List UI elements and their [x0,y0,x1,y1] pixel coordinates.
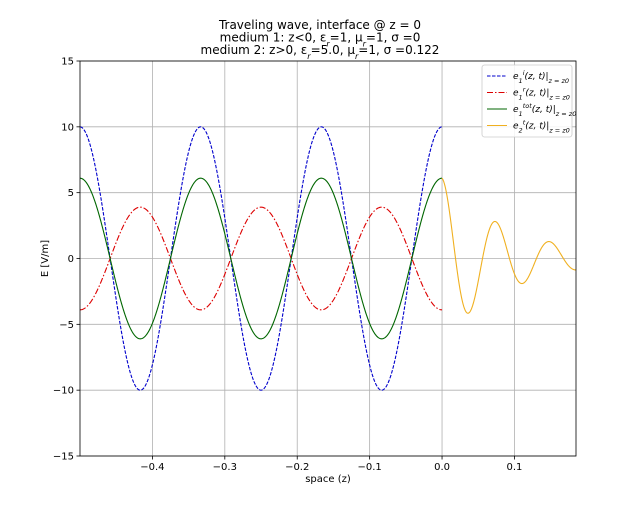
y-axis-ticks: −15 −10 −5 0 5 10 15 [53,57,80,463]
legend-entry: e1i(z, t)|z = z0 [513,69,569,85]
y-axis-label: E [V/m] [40,240,51,277]
chart-title-line: medium 1: z<0, εr=1, μr=1, σ =0 [220,31,421,49]
series-line-2 [79,177,443,340]
x-axis-ticks: −0.4 −0.3 −0.2 −0.1 0.0 0.1 [140,456,522,473]
chart-title: Traveling wave, interface @ z = 0medium … [201,18,440,61]
series-line-3 [441,177,576,314]
y-tick-label: −15 [53,452,74,463]
y-tick-label: 5 [68,188,74,199]
legend-entry: e1r(z, t)|z = z0 [513,86,570,102]
x-tick-label: −0.1 [357,462,381,473]
series-line-1 [79,206,443,311]
y-tick-label: −5 [59,320,74,331]
y-tick-label: −10 [53,386,74,397]
legend-entry: e2t(z, t)|z = z0 [513,119,570,135]
x-tick-label: 0.0 [434,462,450,473]
legend-box [481,64,573,138]
x-tick-label: 0.1 [506,462,522,473]
x-tick-label: −0.3 [213,462,237,473]
series-line-0 [79,126,443,391]
y-tick-label: 10 [61,122,74,133]
x-tick-label: −0.4 [140,462,164,473]
series-lines [79,126,576,391]
y-tick-label: 15 [61,57,74,68]
chart-title-line: Traveling wave, interface @ z = 0 [218,18,421,32]
legend-entry: e1tot(z, t)|z = z0 [513,102,576,118]
x-axis-label: space (z) [305,474,351,485]
chart-title-line: medium 2: z>0, εr=5.0, μr=1, σ =0.122 [201,43,440,61]
y-tick-label: 0 [68,254,74,265]
x-tick-label: −0.2 [285,462,309,473]
